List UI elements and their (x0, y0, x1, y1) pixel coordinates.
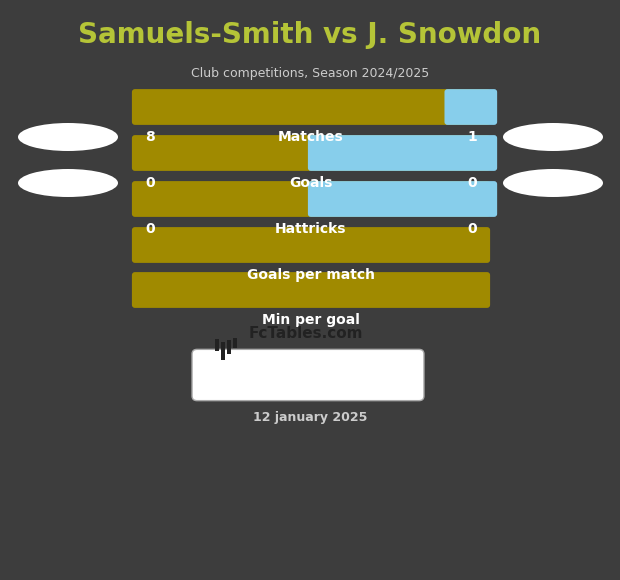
Text: Club competitions, Season 2024/2025: Club competitions, Season 2024/2025 (191, 67, 429, 79)
Bar (221, 342, 225, 360)
Text: FcTables.com: FcTables.com (249, 327, 363, 342)
FancyBboxPatch shape (308, 181, 497, 217)
Text: Goals per match: Goals per match (247, 268, 375, 282)
Ellipse shape (503, 123, 603, 151)
Text: Hattricks: Hattricks (275, 222, 347, 236)
Ellipse shape (18, 123, 118, 151)
FancyBboxPatch shape (445, 89, 497, 125)
Text: 0: 0 (467, 222, 477, 236)
FancyBboxPatch shape (132, 89, 490, 125)
FancyBboxPatch shape (192, 349, 424, 401)
Text: 0: 0 (467, 176, 477, 190)
FancyBboxPatch shape (308, 135, 497, 171)
FancyBboxPatch shape (132, 181, 490, 217)
Text: 1: 1 (467, 130, 477, 144)
Text: Goals: Goals (290, 176, 333, 190)
Text: 12 january 2025: 12 january 2025 (253, 411, 367, 425)
Text: 0: 0 (145, 222, 154, 236)
Ellipse shape (503, 169, 603, 197)
Text: Min per goal: Min per goal (262, 313, 360, 327)
Ellipse shape (18, 169, 118, 197)
Bar (227, 340, 231, 354)
Text: Matches: Matches (278, 130, 344, 144)
FancyBboxPatch shape (132, 272, 490, 308)
Text: 0: 0 (145, 176, 154, 190)
FancyBboxPatch shape (132, 227, 490, 263)
Text: 8: 8 (145, 130, 155, 144)
Bar (215, 339, 219, 351)
FancyBboxPatch shape (132, 135, 490, 171)
Bar (233, 338, 237, 348)
Text: Samuels-Smith vs J. Snowdon: Samuels-Smith vs J. Snowdon (79, 21, 541, 49)
